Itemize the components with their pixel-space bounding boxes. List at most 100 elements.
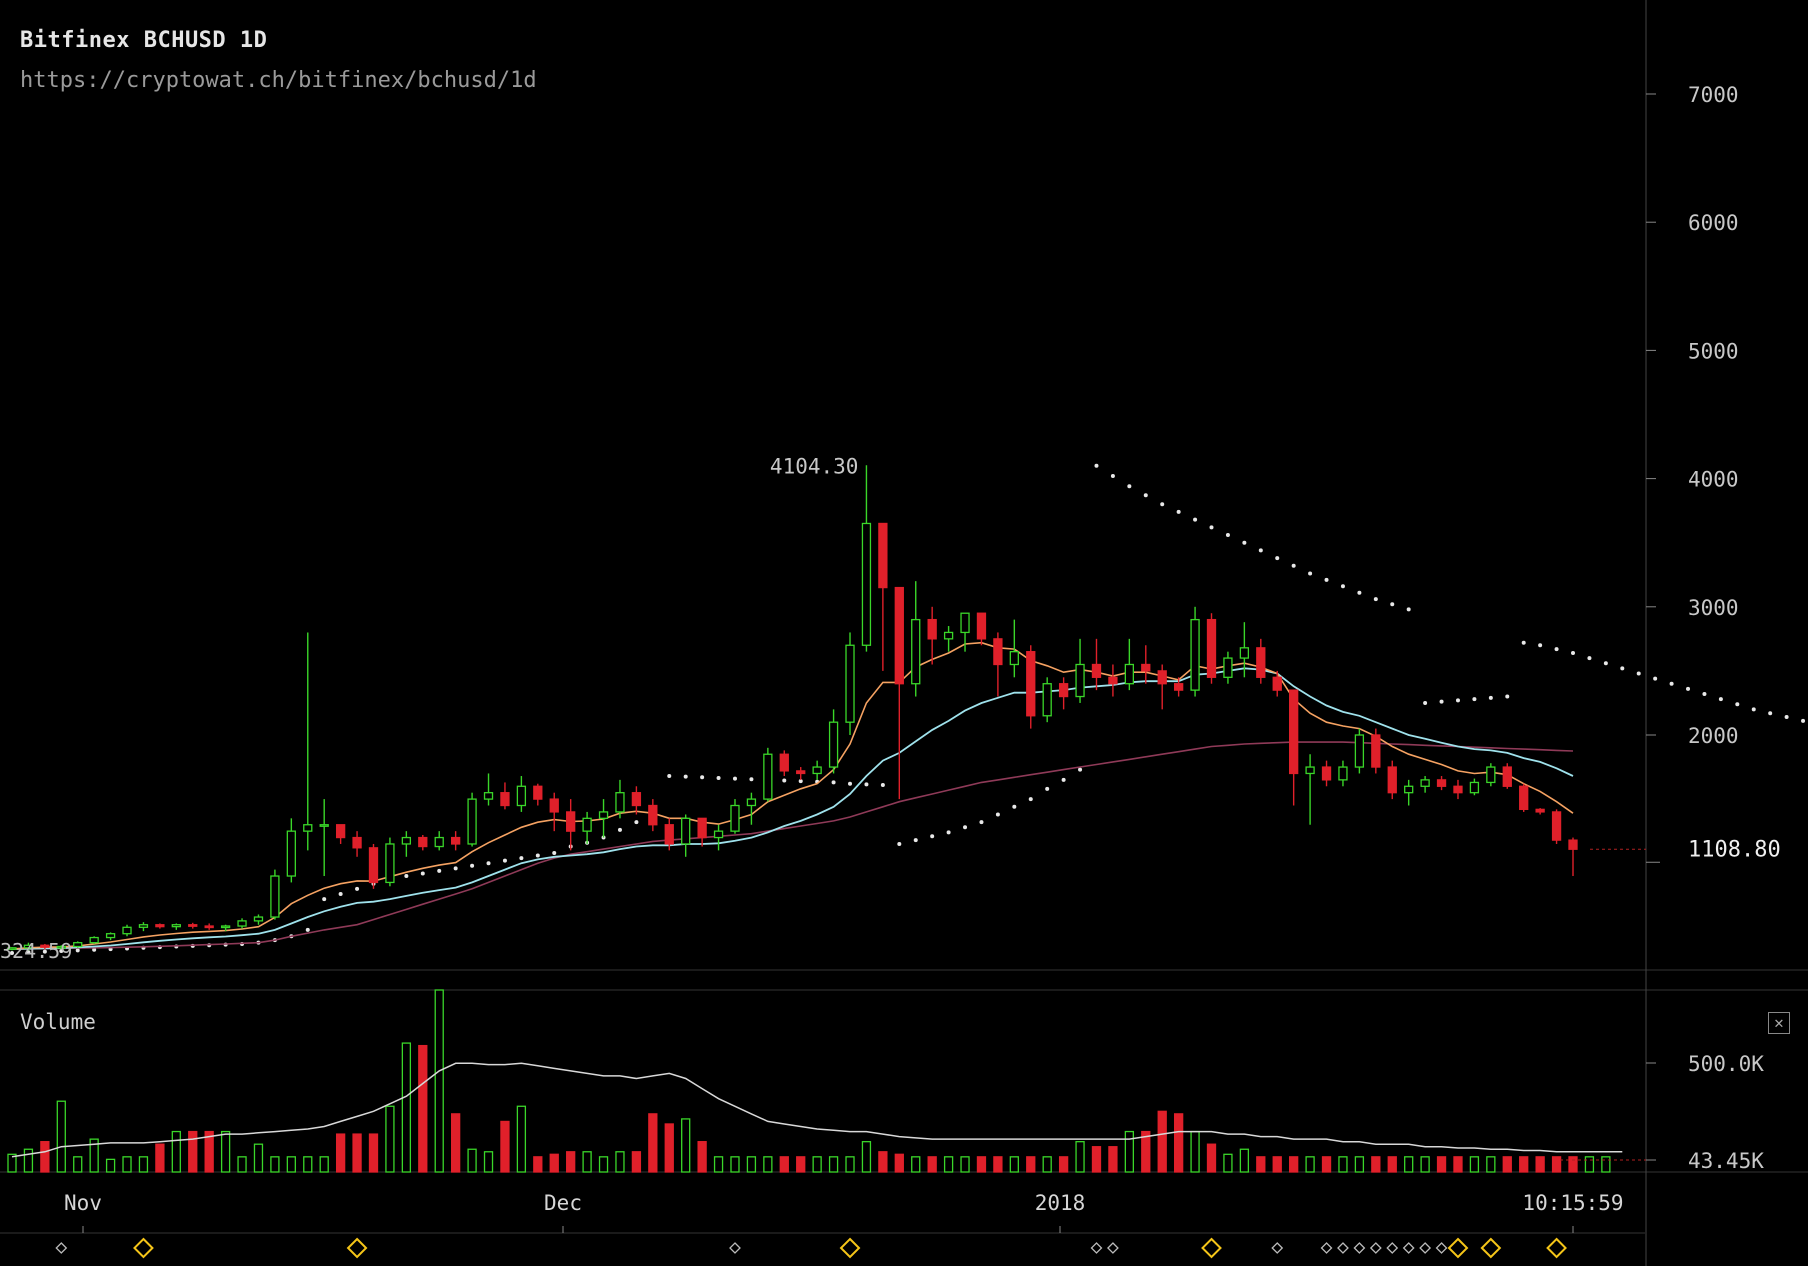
candle[interactable] xyxy=(713,824,724,851)
candle[interactable] xyxy=(138,922,149,932)
candle[interactable] xyxy=(1091,638,1102,691)
candle[interactable] xyxy=(368,843,379,889)
candle[interactable] xyxy=(828,709,839,774)
candle[interactable] xyxy=(467,792,477,847)
candle[interactable] xyxy=(894,586,904,800)
candle[interactable] xyxy=(943,626,954,652)
candle[interactable] xyxy=(1272,670,1282,697)
candle[interactable] xyxy=(237,918,247,929)
small-signal-marker[interactable] xyxy=(1090,1242,1103,1254)
candle[interactable] xyxy=(335,824,346,844)
candle[interactable] xyxy=(960,612,970,652)
candle[interactable] xyxy=(631,786,642,815)
candle[interactable] xyxy=(56,945,66,950)
candle[interactable] xyxy=(1124,638,1134,691)
small-signal-marker[interactable] xyxy=(1369,1242,1382,1254)
candle[interactable] xyxy=(1042,677,1052,723)
candle[interactable] xyxy=(1502,763,1512,789)
candle[interactable] xyxy=(681,814,691,857)
candle[interactable] xyxy=(122,924,132,937)
candle[interactable] xyxy=(1157,664,1167,710)
candle[interactable] xyxy=(582,811,592,844)
candle[interactable] xyxy=(105,932,116,941)
candle[interactable] xyxy=(1239,622,1250,678)
large-signal-marker[interactable] xyxy=(346,1237,368,1259)
candle[interactable] xyxy=(434,831,444,851)
candle[interactable] xyxy=(1568,837,1578,877)
large-signal-marker[interactable] xyxy=(133,1237,154,1259)
candle[interactable] xyxy=(188,922,198,929)
small-signal-marker[interactable] xyxy=(1419,1242,1432,1254)
candle[interactable] xyxy=(1058,677,1069,710)
candle[interactable] xyxy=(1519,783,1529,812)
candle[interactable] xyxy=(878,522,888,671)
small-signal-marker[interactable] xyxy=(1320,1242,1333,1254)
candle[interactable] xyxy=(1354,728,1365,774)
candle[interactable] xyxy=(1206,613,1217,684)
candle[interactable] xyxy=(1420,776,1430,793)
candle[interactable] xyxy=(1108,664,1118,697)
candle[interactable] xyxy=(1223,651,1233,684)
candle[interactable] xyxy=(253,914,264,925)
candle[interactable] xyxy=(927,606,937,665)
candle[interactable] xyxy=(418,834,428,851)
large-signal-marker[interactable] xyxy=(1546,1237,1567,1259)
candle[interactable] xyxy=(615,779,625,819)
candle[interactable] xyxy=(796,767,806,780)
candle[interactable] xyxy=(401,831,412,857)
large-signal-marker[interactable] xyxy=(839,1237,861,1259)
candle[interactable] xyxy=(779,750,789,777)
candle[interactable] xyxy=(7,947,17,951)
candle[interactable] xyxy=(483,773,494,806)
candle[interactable] xyxy=(23,942,34,951)
candle[interactable] xyxy=(270,869,280,920)
small-signal-marker[interactable] xyxy=(55,1242,68,1254)
candle[interactable] xyxy=(1173,677,1184,697)
candle[interactable] xyxy=(1338,760,1348,787)
candle[interactable] xyxy=(73,941,83,948)
chart-url[interactable]: https://cryptowat.ch/bitfinex/bchusd/1d xyxy=(20,68,537,93)
candle[interactable] xyxy=(89,936,99,944)
small-signal-marker[interactable] xyxy=(1353,1242,1366,1254)
candle[interactable] xyxy=(697,817,707,847)
candle[interactable] xyxy=(1075,638,1085,703)
candle[interactable] xyxy=(1486,763,1496,787)
candle[interactable] xyxy=(1436,776,1447,791)
candle[interactable] xyxy=(976,612,987,646)
candle[interactable] xyxy=(1387,760,1397,800)
candle[interactable] xyxy=(352,831,362,857)
candle[interactable] xyxy=(1321,760,1332,787)
small-signal-marker[interactable] xyxy=(1435,1242,1448,1254)
candle[interactable] xyxy=(286,818,296,883)
candle[interactable] xyxy=(598,799,609,838)
candle[interactable] xyxy=(516,776,527,812)
candle[interactable] xyxy=(1535,808,1545,815)
candle[interactable] xyxy=(220,924,231,932)
candle[interactable] xyxy=(204,923,214,930)
candle[interactable] xyxy=(664,818,674,851)
large-signal-marker[interactable] xyxy=(1447,1237,1469,1259)
candle[interactable] xyxy=(1404,779,1414,806)
small-signal-marker[interactable] xyxy=(729,1242,741,1254)
candle[interactable] xyxy=(1469,778,1480,796)
candle[interactable] xyxy=(171,923,181,930)
candle[interactable] xyxy=(1190,606,1200,697)
candle[interactable] xyxy=(319,799,329,877)
candle[interactable] xyxy=(385,837,395,887)
candle[interactable] xyxy=(1453,779,1463,800)
large-signal-marker[interactable] xyxy=(1480,1237,1502,1259)
candle[interactable] xyxy=(566,799,576,851)
candle[interactable] xyxy=(861,465,872,652)
close-icon[interactable]: ✕ xyxy=(1768,1012,1790,1034)
candle[interactable] xyxy=(746,792,757,825)
small-signal-marker[interactable] xyxy=(1271,1242,1284,1254)
candle[interactable] xyxy=(500,782,510,810)
candle[interactable] xyxy=(1289,689,1299,806)
candle[interactable] xyxy=(1371,728,1381,774)
candle[interactable] xyxy=(1141,645,1151,684)
candle[interactable] xyxy=(993,632,1003,697)
small-signal-marker[interactable] xyxy=(1386,1242,1399,1254)
candle[interactable] xyxy=(763,747,773,802)
large-signal-marker[interactable] xyxy=(1201,1237,1222,1259)
